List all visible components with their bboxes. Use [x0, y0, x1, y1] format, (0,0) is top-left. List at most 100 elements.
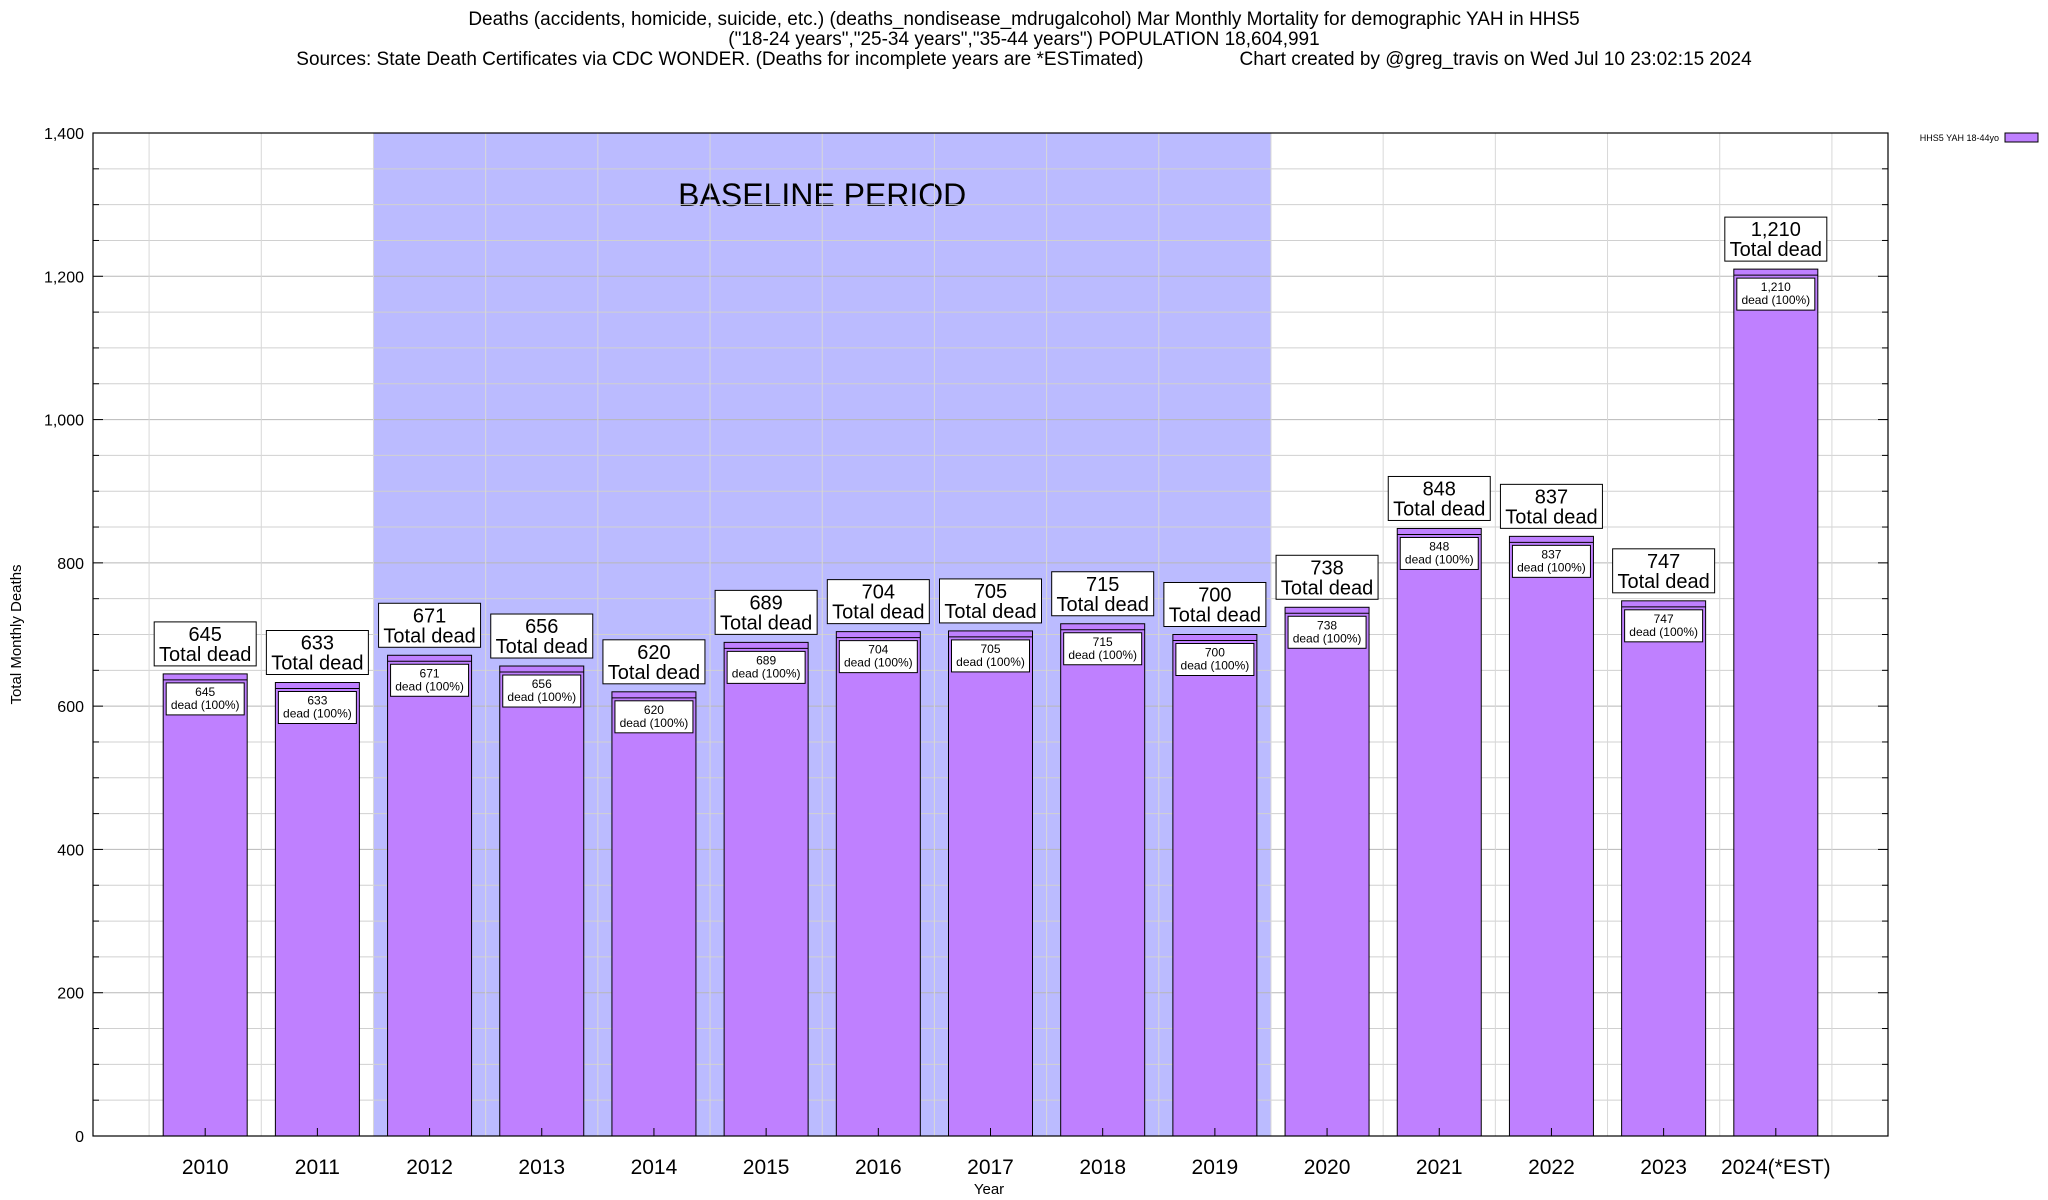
inner-value-label: 715: [1093, 635, 1113, 649]
total-label-box: [826, 579, 930, 625]
x-tick-label: 2021: [1416, 1156, 1463, 1179]
bar: [948, 630, 1033, 1137]
inner-percent-label: dead (100%): [395, 679, 464, 693]
total-dead-label: Total dead: [1393, 498, 1485, 520]
x-tick-label: 2022: [1528, 1156, 1575, 1179]
inner-value-label: 705: [980, 642, 1000, 656]
y-tick-label: 1,000: [44, 413, 84, 430]
bar: [274, 682, 360, 1137]
inner-label-box: [838, 640, 918, 674]
inner-percent-label: dead (100%): [171, 698, 240, 712]
bar: [162, 673, 248, 1137]
inner-value-label: 656: [532, 677, 552, 691]
total-dead-label: Total dead: [720, 612, 812, 634]
inner-percent-label: dead (100%): [1293, 631, 1362, 645]
total-dead-label: Total dead: [1169, 605, 1261, 627]
inner-value-label: 700: [1205, 646, 1225, 660]
inner-label-box: [502, 674, 582, 708]
inner-percent-label: dead (100%): [1181, 659, 1250, 673]
x-tick-label: 2024(*EST): [1721, 1156, 1831, 1179]
inner-value-label: 738: [1317, 618, 1337, 632]
inner-percent-label: dead (100%): [956, 655, 1025, 669]
legend-label: HHS5 YAH 18-44yo: [1920, 133, 1999, 143]
x-tick-label: 2016: [855, 1156, 902, 1179]
total-dead-label: Total dead: [383, 625, 475, 647]
total-label-box: [1275, 554, 1379, 600]
chart-header: Deaths (accidents, homicide, suicide, et…: [0, 10, 2048, 70]
credit-note: Chart created by @greg_travis on Wed Jul…: [1239, 49, 1752, 70]
y-tick-label: 400: [57, 842, 84, 859]
total-value-label: 656: [525, 616, 558, 638]
inner-label-box: [1399, 536, 1479, 570]
total-dead-label: Total dead: [496, 636, 588, 658]
total-value-label: 1,210: [1751, 219, 1801, 241]
total-dead-label: Total dead: [832, 602, 924, 624]
total-value-label: 738: [1310, 557, 1343, 579]
inner-label-box: [1736, 277, 1816, 311]
total-label-box: [602, 639, 706, 685]
total-dead-label: Total dead: [944, 601, 1036, 623]
inner-value-label: 704: [868, 643, 888, 657]
bar: [1508, 535, 1594, 1137]
inner-percent-label: dead (100%): [844, 656, 913, 670]
total-dead-label: Total dead: [1057, 594, 1149, 616]
total-value-label: 700: [1198, 585, 1231, 607]
total-value-label: 848: [1423, 478, 1456, 500]
x-tick-label: 2019: [1192, 1156, 1239, 1179]
total-value-label: 747: [1647, 551, 1680, 573]
y-axis-label: Total Monthly Deaths: [8, 564, 25, 704]
inner-label-box: [951, 639, 1030, 673]
sources-note: Sources: State Death Certificates via CD…: [296, 49, 1144, 70]
y-tick-label: 1,200: [44, 269, 84, 286]
total-label-box: [939, 578, 1042, 624]
chart-title-line-3: Sources: State Death Certificates via CD…: [0, 50, 2048, 70]
total-label-box: [265, 630, 369, 676]
inner-label-box: [726, 650, 806, 684]
x-tick-label: 2017: [967, 1156, 1014, 1179]
inner-label-box: [165, 682, 245, 716]
bar: [611, 691, 697, 1137]
total-value-label: 704: [862, 582, 895, 604]
inner-label-box: [1063, 632, 1143, 666]
bar: [1172, 634, 1258, 1137]
x-axis-label: Year: [974, 1181, 1004, 1198]
x-tick-label: 2011: [295, 1156, 340, 1179]
total-dead-label: Total dead: [1505, 506, 1597, 528]
chart-title-line-2: ("18-24 years","25-34 years","35-44 year…: [728, 29, 1320, 50]
plot-frame: [92, 132, 1889, 1137]
bar: [1621, 600, 1707, 1137]
x-tick-label: 2020: [1304, 1156, 1351, 1179]
bar: [835, 631, 921, 1137]
inner-label-box: [277, 691, 357, 725]
y-tick-label: 0: [75, 1129, 84, 1146]
y-tick-label: 600: [57, 699, 84, 716]
x-tick-label: 2015: [743, 1156, 790, 1179]
inner-percent-label: dead (100%): [1405, 552, 1474, 566]
total-value-label: 689: [749, 592, 782, 614]
inner-percent-label: dead (100%): [1068, 648, 1137, 662]
inner-percent-label: dead (100%): [620, 716, 689, 730]
total-value-label: 837: [1535, 486, 1568, 508]
inner-percent-label: dead (100%): [732, 666, 801, 680]
y-tick-label: 1,400: [44, 126, 84, 143]
total-label-box: [1387, 475, 1491, 521]
total-dead-label: Total dead: [1281, 577, 1373, 599]
total-value-label: 671: [413, 605, 446, 627]
x-tick-label: 2023: [1640, 1156, 1687, 1179]
bar: [723, 641, 809, 1137]
total-label-box: [1724, 216, 1828, 262]
bar: [499, 665, 585, 1137]
x-tick-label: 2018: [1079, 1156, 1126, 1179]
legend-swatch: [2004, 132, 2039, 143]
total-value-label: 620: [637, 642, 670, 664]
x-tick-label: 2012: [406, 1156, 453, 1179]
inner-percent-label: dead (100%): [507, 690, 576, 704]
inner-value-label: 689: [756, 653, 776, 667]
inner-value-label: 747: [1654, 612, 1674, 626]
inner-value-label: 645: [195, 685, 215, 699]
total-label-box: [153, 621, 257, 667]
total-label-box: [1051, 571, 1155, 617]
bar: [1284, 606, 1370, 1137]
inner-value-label: 671: [420, 666, 440, 680]
